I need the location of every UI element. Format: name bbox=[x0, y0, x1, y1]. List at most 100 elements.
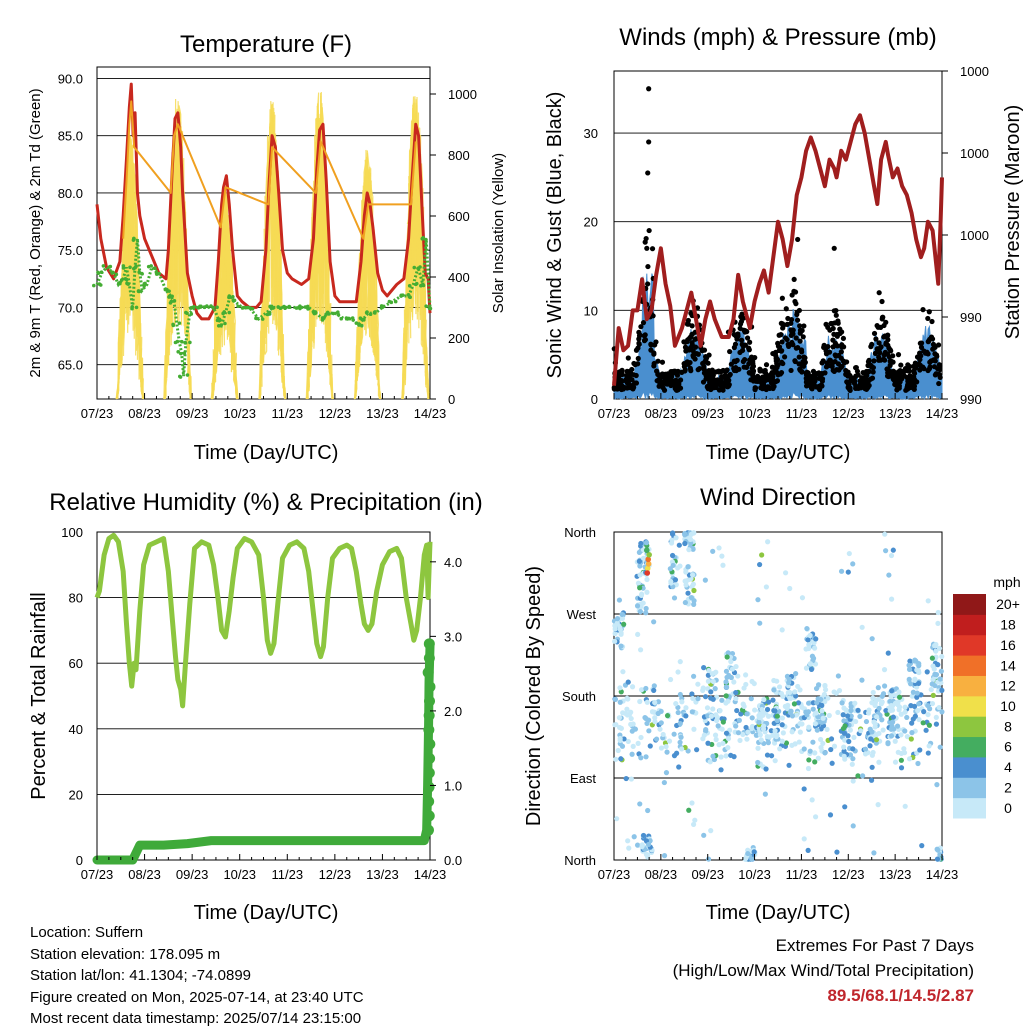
direction-point bbox=[906, 666, 913, 672]
wind-x-label: Time (Day/UTC) bbox=[706, 442, 851, 464]
direction-point bbox=[638, 687, 645, 693]
direction-point bbox=[690, 821, 697, 828]
gust-point bbox=[654, 378, 660, 384]
direction-point bbox=[862, 751, 869, 757]
direction-point bbox=[725, 745, 731, 751]
dewpoint_2m-point bbox=[183, 341, 187, 345]
direction-point bbox=[901, 750, 908, 756]
gust-point bbox=[738, 314, 744, 320]
gust-point bbox=[758, 385, 764, 391]
direction-point bbox=[644, 570, 651, 576]
gust-point bbox=[752, 385, 759, 391]
rainfall-point bbox=[423, 810, 435, 822]
x-tick-label: 08/23 bbox=[645, 406, 678, 421]
solar-y-tick-label: 400 bbox=[448, 270, 470, 285]
solar-insolation-series bbox=[115, 92, 431, 400]
gust-point bbox=[871, 358, 877, 364]
wind-panel: Winds (mph) & Pressure (mb) 0 10 20 30 990 99… bbox=[544, 24, 1024, 464]
gust-point bbox=[873, 336, 879, 342]
direction-point bbox=[710, 753, 716, 759]
direction-point bbox=[909, 730, 915, 736]
pressure-line bbox=[612, 113, 944, 386]
dewpoint_2m-point bbox=[188, 340, 192, 345]
direction-point bbox=[822, 750, 828, 756]
x-tick-label: 08/23 bbox=[128, 867, 161, 882]
direction-point bbox=[735, 730, 742, 736]
rain-y-tick-label: 1.0 bbox=[444, 778, 462, 793]
pressure-y-tick-label: 1000 bbox=[960, 64, 989, 79]
humidity-y-tick-label: 0 bbox=[76, 853, 83, 868]
direction-point bbox=[812, 814, 819, 820]
direction-point bbox=[889, 596, 895, 602]
gust-point bbox=[778, 320, 784, 326]
direction-point bbox=[828, 736, 835, 742]
direction-point bbox=[841, 718, 847, 724]
direction-point bbox=[748, 696, 754, 702]
dewpoint_2m-point bbox=[322, 316, 326, 320]
gust-point bbox=[727, 348, 733, 355]
gust-point bbox=[641, 338, 648, 344]
dewpoint_2m-point bbox=[96, 270, 100, 275]
direction-point bbox=[661, 779, 667, 786]
direction-point bbox=[916, 663, 922, 669]
direction-point bbox=[912, 677, 918, 684]
colorbar-label: 2 bbox=[1004, 779, 1012, 795]
dewpoint_2m-point bbox=[303, 305, 308, 309]
gust-point bbox=[835, 361, 842, 367]
direction-point bbox=[921, 709, 927, 715]
direction-point bbox=[845, 569, 851, 575]
gust-point bbox=[785, 315, 791, 322]
direction-point bbox=[733, 695, 739, 702]
direction-point bbox=[839, 700, 845, 706]
direction-point bbox=[876, 705, 882, 711]
direction-point bbox=[760, 723, 767, 729]
direction-point bbox=[624, 706, 630, 712]
direction-point bbox=[744, 736, 750, 742]
gust-point bbox=[722, 381, 728, 387]
direction-point bbox=[640, 555, 647, 561]
direction-point bbox=[780, 693, 786, 700]
direction-point bbox=[635, 580, 642, 586]
dewpoint_2m-point bbox=[331, 311, 336, 316]
direction-point bbox=[625, 738, 631, 745]
direction-point bbox=[719, 697, 725, 703]
direction-point bbox=[723, 693, 729, 699]
humidity-y-tick-label: 60 bbox=[69, 656, 83, 671]
gust-point bbox=[667, 377, 673, 383]
humidity-axis-ticks: 0 20 40 60 80 100 0.0 1.0 2.0 3.0 4.0 07/23 08/23 09/… bbox=[61, 525, 462, 882]
direction-point bbox=[902, 704, 908, 710]
direction-point bbox=[695, 696, 701, 702]
gust-point bbox=[929, 318, 935, 325]
direction-point bbox=[695, 681, 701, 687]
pressure-y-tick-label: 1000 bbox=[960, 228, 989, 243]
direction-point bbox=[858, 728, 864, 734]
direction-point bbox=[841, 753, 847, 759]
direction-point bbox=[623, 710, 629, 717]
direction-point bbox=[719, 553, 725, 559]
direction-point bbox=[723, 679, 729, 685]
x-tick-label: 07/23 bbox=[81, 406, 114, 421]
direction-point bbox=[831, 743, 838, 749]
dewpoint_2m-point bbox=[380, 305, 385, 310]
rainfall-point bbox=[423, 652, 435, 664]
wind-y-label: Sonic Wind & Gust (Blue, Black) bbox=[544, 92, 566, 379]
gust-point bbox=[824, 360, 830, 366]
dewpoint_2m-point bbox=[407, 284, 412, 288]
direction-point bbox=[850, 823, 856, 829]
direction-point bbox=[671, 731, 677, 737]
direction-point bbox=[818, 736, 824, 743]
direction-point bbox=[623, 775, 629, 782]
gust-point bbox=[905, 386, 911, 392]
gust-point bbox=[936, 380, 942, 387]
direction-point bbox=[834, 849, 840, 855]
dewpoint_2m-point bbox=[418, 265, 422, 269]
gust-point bbox=[780, 360, 786, 367]
direction-point bbox=[914, 694, 920, 700]
x-tick-label: 13/23 bbox=[879, 867, 912, 882]
direction-point bbox=[686, 547, 692, 553]
direction-point bbox=[851, 734, 857, 741]
gust-point bbox=[866, 369, 872, 375]
dewpoint_2m-point bbox=[236, 304, 240, 309]
gust-point bbox=[920, 364, 926, 370]
direction-point bbox=[751, 849, 757, 855]
